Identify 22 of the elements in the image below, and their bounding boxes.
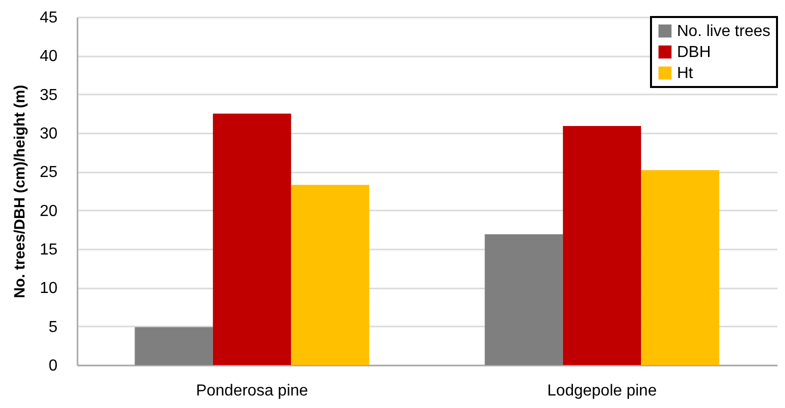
y-tick-label: 10: [40, 280, 58, 298]
bar: [134, 327, 213, 365]
x-tick-label: Lodgepole pine: [547, 382, 657, 400]
bar: [212, 114, 292, 365]
y-tick-label: 40: [40, 48, 58, 66]
bar: [484, 234, 563, 365]
y-tick-label: 5: [48, 318, 58, 336]
bar: [562, 126, 642, 365]
y-tick-label: 35: [40, 86, 58, 104]
y-tick-label: 25: [40, 164, 58, 182]
y-tick-label: 45: [40, 10, 58, 26]
legend-label: No. live trees: [677, 23, 770, 40]
legend-label: DBH: [677, 44, 711, 61]
y-tick-label: 0: [48, 358, 58, 374]
y-tick-label: 15: [40, 242, 58, 258]
bar: [291, 184, 370, 365]
bar: [641, 170, 720, 365]
y-axis-title: No. trees/DBH (cm)/height (m): [12, 84, 29, 298]
x-tick-label: Ponderosa pine: [196, 382, 308, 400]
y-tick-label: 20: [40, 202, 58, 220]
y-tick-label: 30: [40, 126, 58, 142]
legend-label: Ht: [677, 65, 694, 82]
